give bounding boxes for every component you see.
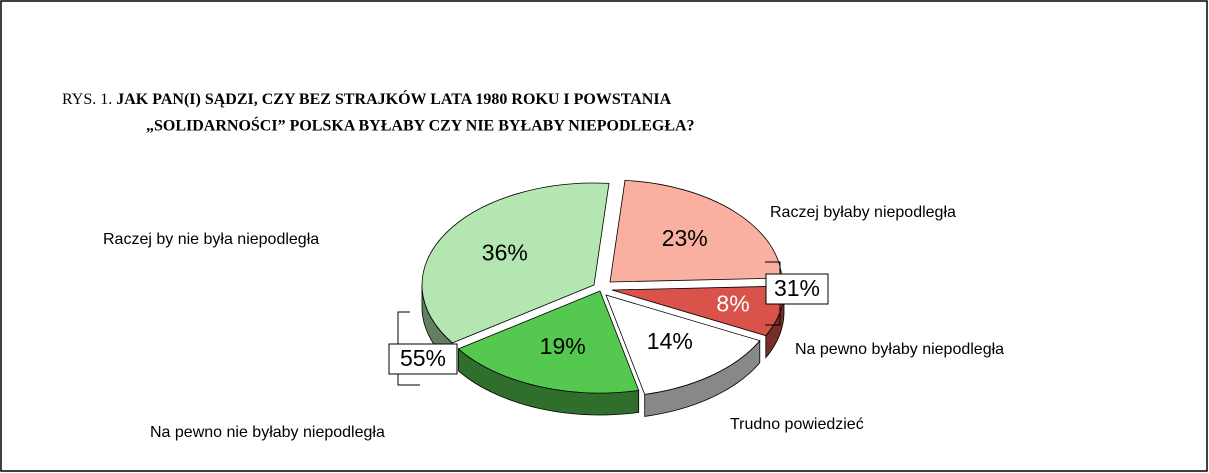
- category-label: Raczej byłaby niepodległa: [770, 204, 956, 221]
- annotation: 55%: [400, 345, 446, 371]
- title-line: „SOLIDARNOŚCI” POLSKA BYŁABY CZY NIE BYŁ…: [146, 116, 695, 135]
- annotation-box: [388, 343, 458, 375]
- value-label: 23%: [662, 225, 708, 251]
- value-label: 8%: [716, 291, 749, 317]
- title-line: JAK PAN(I) SĄDZI, CZY BEZ STRAJKÓW LATA …: [116, 89, 671, 108]
- value-label: 36%: [482, 239, 528, 265]
- annotation-box: [765, 273, 829, 305]
- category-label: Raczej by nie była niepodległa: [103, 231, 319, 248]
- category-label: Na pewno byłaby niepodległa: [795, 341, 1004, 358]
- slice: [605, 294, 761, 395]
- labels: 23% 8% 14% 19% 36% Raczej byłaby niepodległa N…: [103, 204, 1004, 441]
- slice: [457, 290, 640, 394]
- pie: [421, 179, 785, 417]
- category-label: Trudno powiedzieć: [730, 416, 864, 433]
- chart-title: RYS. 1. JAK PAN(I) SĄDZI, CZY BEZ STRAJK…: [62, 89, 672, 108]
- annotation: 31%: [774, 275, 820, 301]
- value-label: 14%: [647, 328, 693, 354]
- value-label: 19%: [540, 333, 586, 359]
- slice: [421, 182, 610, 344]
- category-label: Na pewno nie byłaby niepodległa: [150, 424, 385, 441]
- title-prefix: RYS. 1.: [62, 91, 112, 108]
